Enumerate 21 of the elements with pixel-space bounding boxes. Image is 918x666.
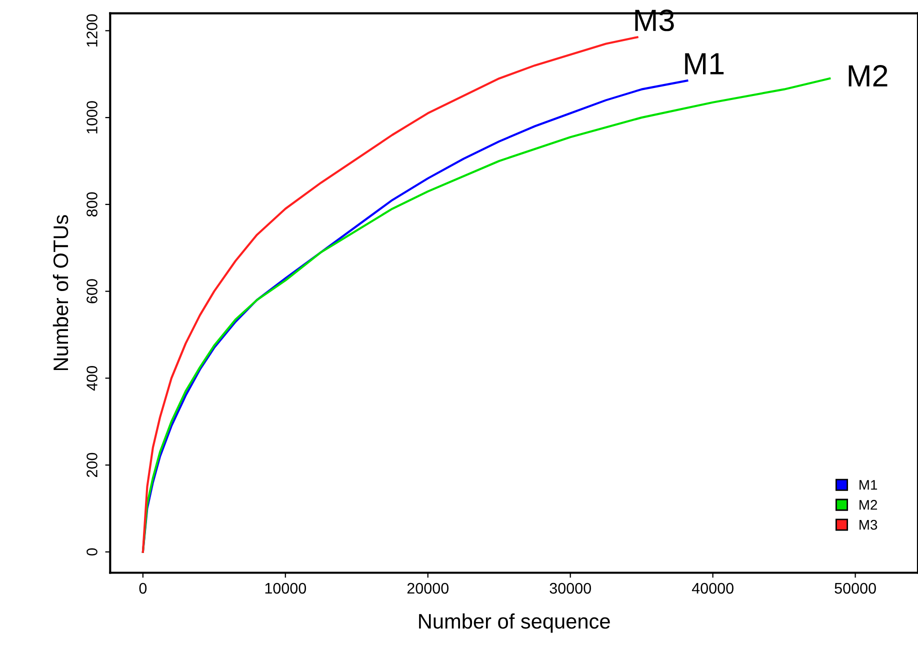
y-tick-label: 1000 <box>86 101 98 134</box>
x-tick-label: 0 <box>139 582 147 594</box>
legend-label: M3 <box>860 520 878 530</box>
x-axis-title: Number of sequence <box>419 613 610 633</box>
y-tick-label: 400 <box>86 366 98 391</box>
x-tick-label: 40000 <box>692 582 734 594</box>
x-tick-label: 30000 <box>550 582 592 594</box>
x-tick-label: 10000 <box>265 582 306 594</box>
text: M2 <box>848 65 888 86</box>
y-tick-label: 1200 <box>86 14 98 47</box>
legend-label: M1 <box>860 480 878 490</box>
y-tick-label: 800 <box>86 192 98 217</box>
text: M1 <box>685 53 724 74</box>
line-series <box>142 36 638 553</box>
legend-label: M2 <box>860 500 878 510</box>
x-tick-label: 50000 <box>834 582 876 594</box>
x-tick-label: 20000 <box>407 582 449 594</box>
y-tick-label: 200 <box>86 452 98 478</box>
y-tick-label: 0 <box>86 548 98 556</box>
y-tick-label: 600 <box>86 279 98 304</box>
y-axis-title: Number of OTUs <box>52 215 68 370</box>
